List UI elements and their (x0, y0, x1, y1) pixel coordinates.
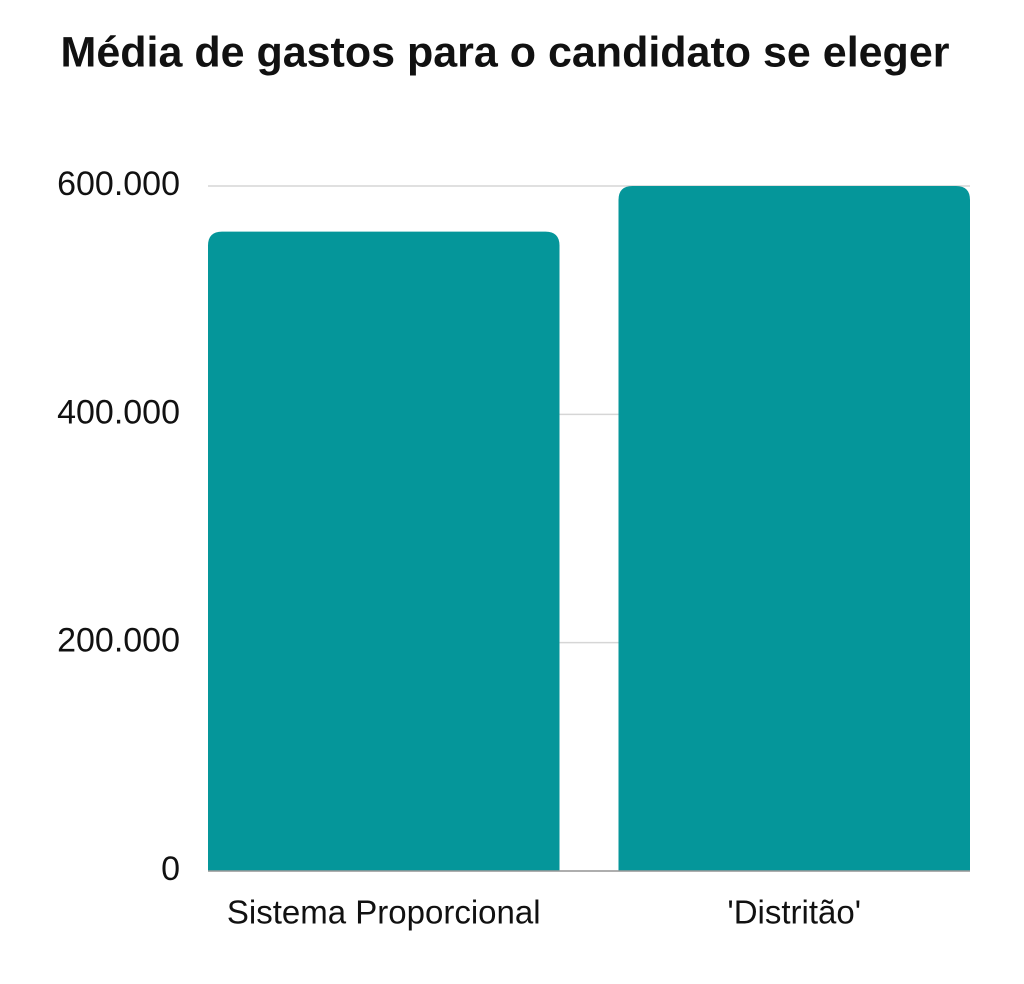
bar (618, 186, 970, 871)
y-tick-label: 600.000 (57, 165, 180, 203)
y-tick-label: 0 (161, 850, 180, 888)
x-tick-label: 'Distritão' (727, 894, 861, 931)
x-tick-label: Sistema Proporcional (227, 894, 541, 931)
y-tick-label: 400.000 (57, 393, 180, 431)
y-tick-label: 200.000 (57, 622, 180, 660)
bar (208, 231, 560, 871)
chart-title: Média de gastos para o candidato se eleg… (61, 28, 950, 76)
